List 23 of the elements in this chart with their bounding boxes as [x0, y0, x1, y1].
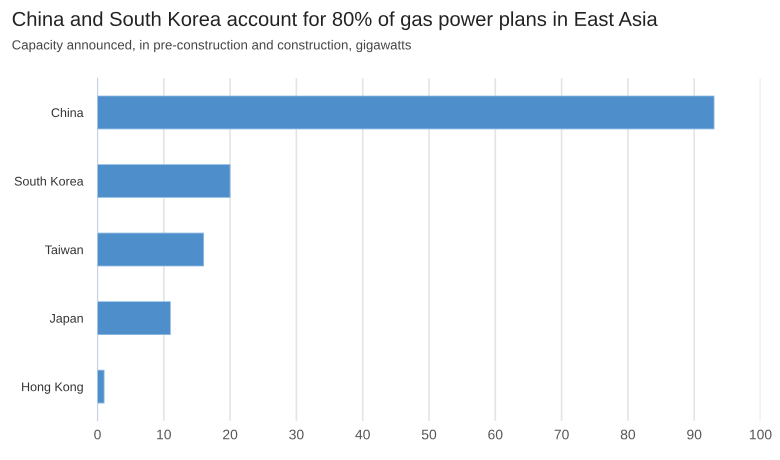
x-tick-label: 10 [157, 430, 171, 440]
x-tick-label: 70 [554, 430, 569, 440]
x-tick-label: 30 [289, 430, 304, 440]
y-tick-label: Taiwan [44, 245, 83, 254]
bar [98, 370, 105, 404]
y-tick-label: Hong Kong [22, 382, 83, 394]
x-tick-label: 100 [750, 430, 772, 440]
bar [98, 96, 715, 130]
chart-title: China and South Korea account for 80% of gas power plans in East Asia [12, 11, 658, 30]
y-tick-label: Japan [50, 314, 83, 326]
x-tick-label: 80 [620, 430, 636, 440]
x-tick-label: 90 [687, 430, 702, 440]
bar [98, 301, 171, 335]
x-tick-label: 20 [223, 430, 238, 440]
x-tick-label: 0 [94, 430, 101, 440]
y-tick-label: China [52, 108, 84, 118]
x-tick-label: 60 [488, 430, 502, 440]
y-tick-label: South Korea [14, 176, 84, 186]
bar [98, 164, 231, 198]
chart-subtitle: Capacity announced, in pre-construction and construction, gigawatts [12, 40, 411, 52]
x-tick-label: 40 [355, 430, 370, 440]
bar [98, 232, 204, 266]
x-tick-label: 50 [422, 430, 436, 440]
